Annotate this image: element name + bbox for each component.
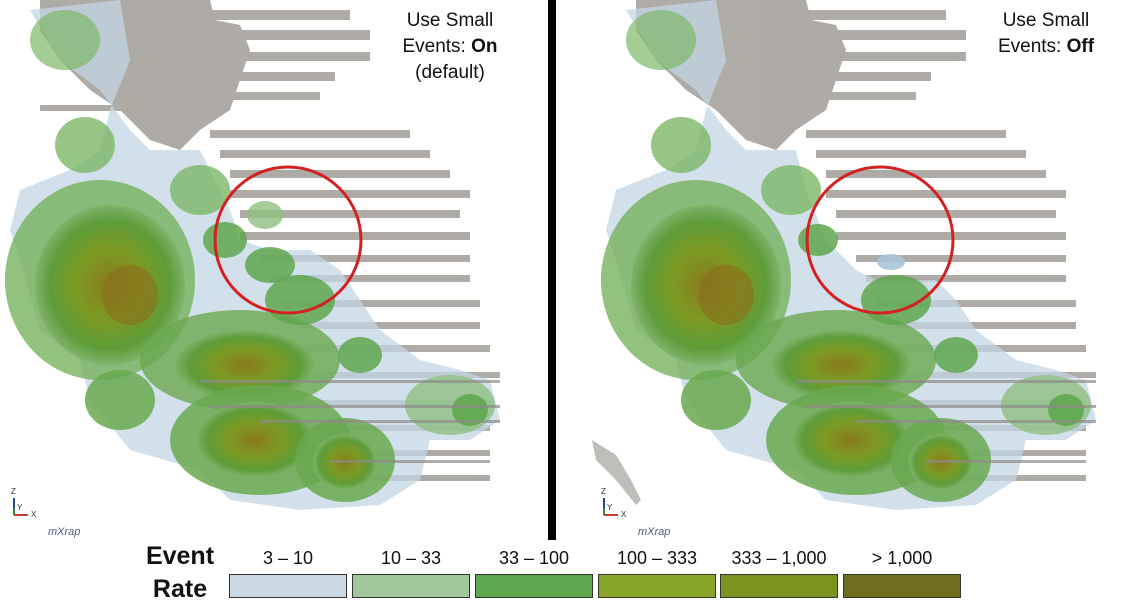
event-rate-isosurface-view (5, 0, 500, 510)
drive-lines (200, 380, 500, 463)
legend-label: > 1,000 (871, 548, 933, 568)
legend-label: 100 – 333 (616, 548, 698, 568)
legend-item: 100 – 333 (595, 545, 719, 598)
legend-item: > 1,000 (840, 545, 964, 598)
legend-item: 10 – 33 (349, 545, 473, 598)
legend-item: 333 – 1,000 (717, 545, 841, 598)
legend-swatch (229, 574, 347, 598)
legend-label: 3 – 10 (262, 548, 314, 568)
brand-logo: mXrap (638, 526, 671, 538)
legend-label: 33 – 100 (498, 548, 570, 568)
legend-swatch (598, 574, 716, 598)
caption-state: On (471, 36, 498, 57)
event-rate-isosurface-view (592, 0, 1096, 510)
axis-z-label: Z (11, 487, 16, 496)
legend-item: 3 – 10 (226, 545, 350, 598)
highlight-circle (805, 165, 955, 315)
legend-item: 33 – 100 (472, 545, 596, 598)
axis-y-label: Y (607, 503, 613, 512)
axis-x-label: X (31, 510, 37, 519)
panel-caption: Use Small Events: Off (997, 10, 1095, 57)
highlight-circle (213, 165, 363, 315)
panel-caption: Use Small Events: On (default) (402, 10, 498, 83)
panel-divider (548, 0, 556, 540)
viewport-small-events-on[interactable]: Use Small Events: On (default) Z Y X mXr… (0, 0, 548, 540)
legend-label: 333 – 1,000 (731, 548, 827, 568)
legend-swatch (843, 574, 961, 598)
axis-x-label: X (621, 510, 627, 519)
drive-lines (796, 380, 1096, 463)
axis-y-label: Y (17, 503, 23, 512)
brand-logo: mXrap (48, 526, 81, 538)
legend-swatch (720, 574, 838, 598)
axis-z-label: Z (601, 487, 606, 496)
legend-title: Event Rate (145, 542, 215, 603)
legend-swatch (475, 574, 593, 598)
legend-label: 10 – 33 (380, 548, 442, 568)
legend-swatch (352, 574, 470, 598)
viewport-small-events-off[interactable]: Use Small Events: Off Z Y X mXrap (556, 0, 1135, 540)
caption-state: Off (1066, 36, 1095, 57)
